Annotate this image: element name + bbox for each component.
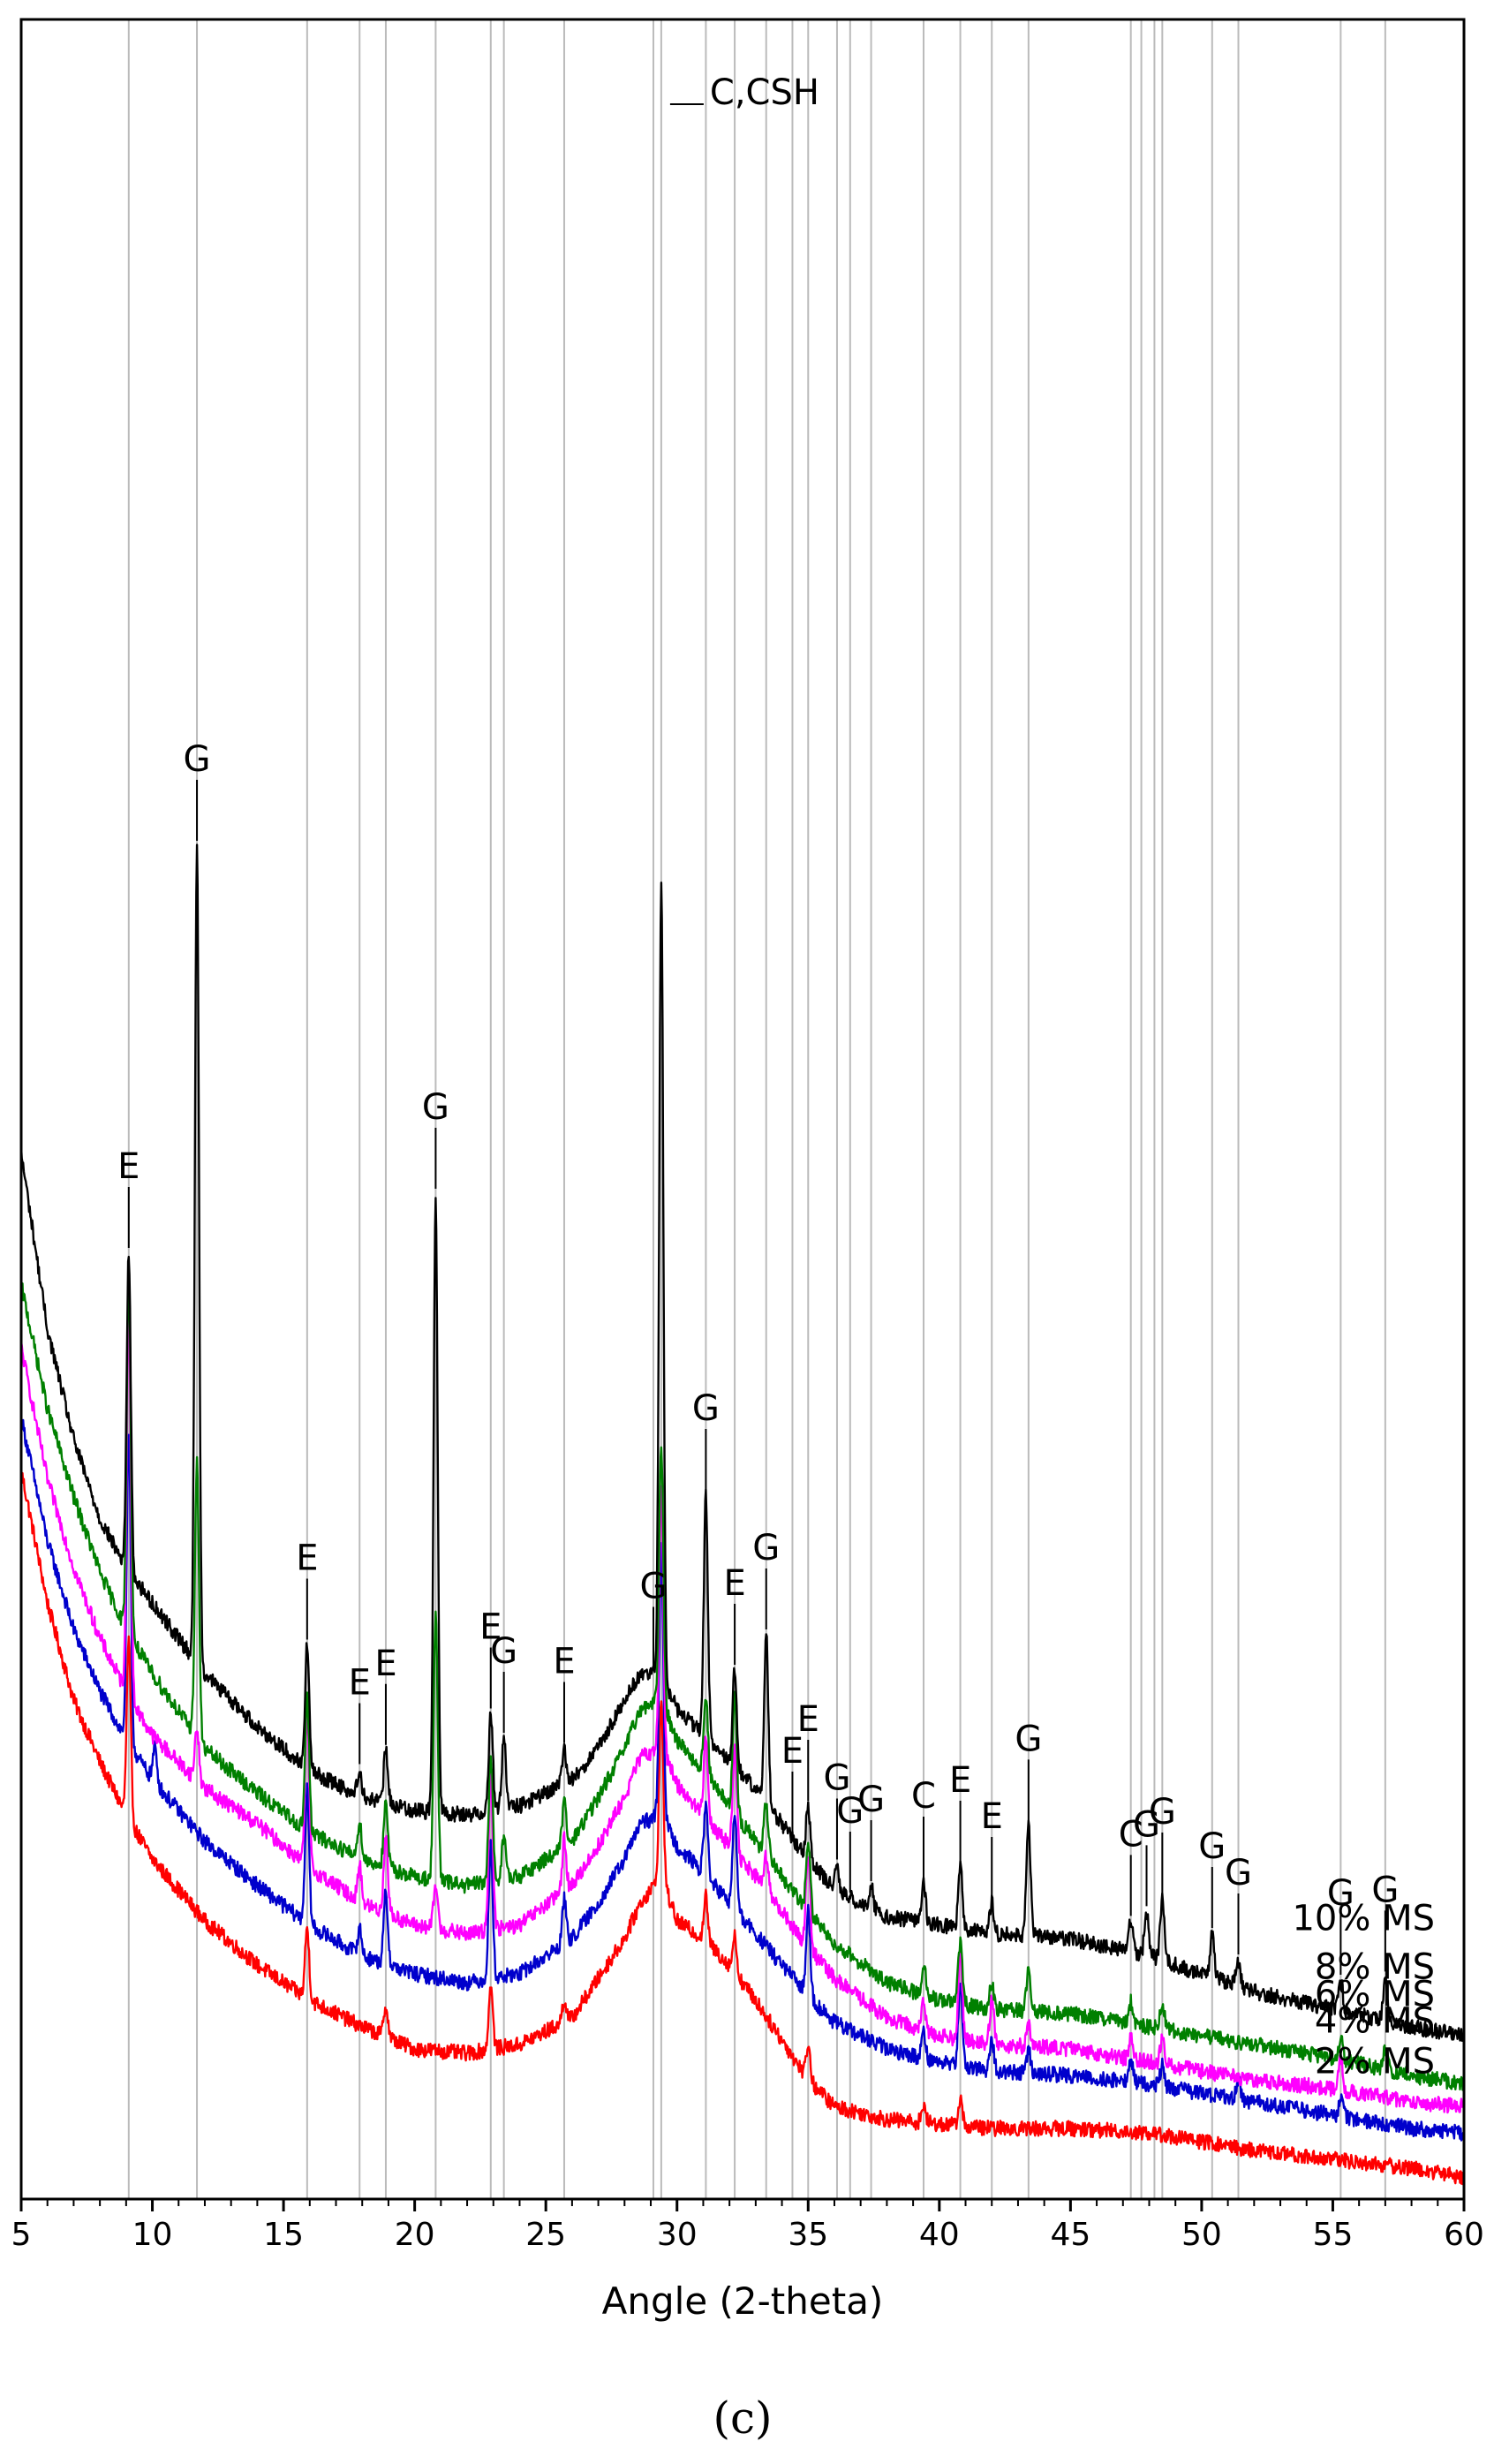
peak-label: E <box>723 1563 745 1604</box>
peak-label: E <box>479 1607 502 1648</box>
x-axis: 5 10 15 20 25 30 35 40 45 50 55 60 <box>11 2199 1484 2253</box>
peak-label: C,CSH <box>710 72 819 113</box>
peak-label: E <box>797 1699 819 1740</box>
peak-label: G <box>1371 1870 1399 1910</box>
curve-4pct-ms <box>19 1413 1465 2142</box>
peak-label: C <box>911 1776 936 1817</box>
peak-label: E <box>117 1146 140 1187</box>
peak-label: G <box>490 1631 517 1672</box>
peak-label: G <box>184 739 211 780</box>
x-tick-label: 40 <box>919 2217 960 2253</box>
series-labels: 2% MS4% MS6% MS8% MS 10% MS <box>1292 1898 1435 2082</box>
peak-label: G <box>836 1791 864 1832</box>
peak-label: G <box>1133 1804 1160 1845</box>
peak-label: G <box>639 1566 667 1606</box>
x-tick-label: 10 <box>132 2217 173 2253</box>
peak-label: G <box>1015 1719 1042 1759</box>
series-label-6pct-ms: 6% MS <box>1315 1975 1435 2015</box>
peak-label: G <box>422 1087 449 1128</box>
series-label-2pct-ms: 2% MS <box>1315 2042 1435 2082</box>
x-tick-label: 60 <box>1444 2217 1484 2253</box>
plot-frame <box>19 18 1466 2201</box>
peak-label: E <box>349 1663 371 1704</box>
x-tick-label: 30 <box>657 2217 698 2253</box>
peak-label: G <box>752 1528 780 1568</box>
curve-8pct-ms <box>19 1267 1466 2091</box>
peak-label: G <box>1149 1792 1176 1833</box>
diffraction-curves <box>19 843 1466 2186</box>
x-tick-label: 15 <box>263 2217 304 2253</box>
x-tick-label: 25 <box>525 2217 566 2253</box>
peak-label: E <box>949 1760 971 1801</box>
peak-label: G <box>1327 1873 1354 1914</box>
series-label-4pct-ms: 4% MS <box>1315 2001 1435 2042</box>
x-tick-label: 20 <box>395 2217 435 2253</box>
peak-label: E <box>781 1731 804 1772</box>
peak-label: G <box>823 1758 850 1799</box>
peak-label: E <box>981 1796 1003 1837</box>
peak-label: G <box>1225 1853 1252 1893</box>
curve-6pct-ms <box>19 1312 1466 2114</box>
x-tick-label: 50 <box>1181 2217 1222 2253</box>
panel-label: (c) <box>713 2392 772 2444</box>
x-tick-label: 5 <box>11 2217 32 2253</box>
peak-label: E <box>374 1644 396 1684</box>
peak-label: G <box>1198 1826 1226 1867</box>
curve-10pct-ms <box>19 843 1466 2042</box>
x-tick-label: 35 <box>788 2217 828 2253</box>
x-tick-label: 45 <box>1050 2217 1090 2253</box>
peak-label: E <box>296 1538 318 1579</box>
peak-label: C <box>1119 1814 1143 1855</box>
peak-label: G <box>692 1388 720 1429</box>
x-tick-label: 55 <box>1313 2217 1354 2253</box>
series-label-10pct-ms: 10% MS <box>1292 1898 1435 1939</box>
x-axis-title: Angle (2-theta) <box>602 2279 884 2323</box>
series-label-8pct-ms: 8% MS <box>1315 1946 1435 1987</box>
peak-label: G <box>857 1780 885 1820</box>
peak-label: E <box>553 1642 575 1682</box>
curve-2pct-ms <box>19 1467 1466 2186</box>
